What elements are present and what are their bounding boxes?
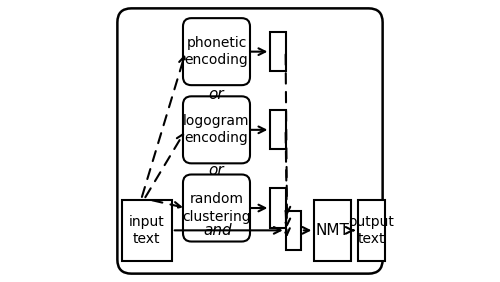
FancyArrowPatch shape: [142, 56, 186, 197]
FancyArrowPatch shape: [152, 200, 181, 209]
Text: or: or: [208, 87, 224, 102]
Bar: [270, 188, 285, 228]
FancyArrowPatch shape: [346, 227, 354, 234]
FancyArrowPatch shape: [284, 54, 290, 213]
Text: output
text: output text: [348, 215, 395, 246]
FancyBboxPatch shape: [183, 18, 250, 85]
FancyArrowPatch shape: [250, 48, 265, 55]
Bar: [314, 200, 350, 261]
FancyArrowPatch shape: [174, 227, 281, 234]
FancyArrowPatch shape: [284, 133, 290, 225]
FancyBboxPatch shape: [183, 175, 250, 241]
FancyArrowPatch shape: [283, 211, 290, 235]
Text: and: and: [204, 223, 232, 238]
FancyArrowPatch shape: [146, 134, 183, 197]
FancyBboxPatch shape: [183, 96, 250, 163]
Bar: [358, 200, 386, 261]
Bar: [122, 200, 172, 261]
Text: phonetic
encoding: phonetic encoding: [184, 36, 248, 67]
FancyArrowPatch shape: [250, 205, 265, 211]
FancyArrowPatch shape: [250, 127, 265, 133]
Bar: [270, 110, 285, 149]
Bar: [286, 211, 301, 250]
Text: or: or: [208, 163, 224, 178]
Text: input
text: input text: [129, 215, 164, 246]
Text: logogram
encoding: logogram encoding: [183, 114, 250, 146]
FancyArrowPatch shape: [302, 227, 309, 234]
FancyBboxPatch shape: [118, 8, 382, 274]
Bar: [270, 32, 285, 71]
Text: NMT: NMT: [316, 223, 350, 238]
Text: random
clustering: random clustering: [182, 192, 251, 224]
